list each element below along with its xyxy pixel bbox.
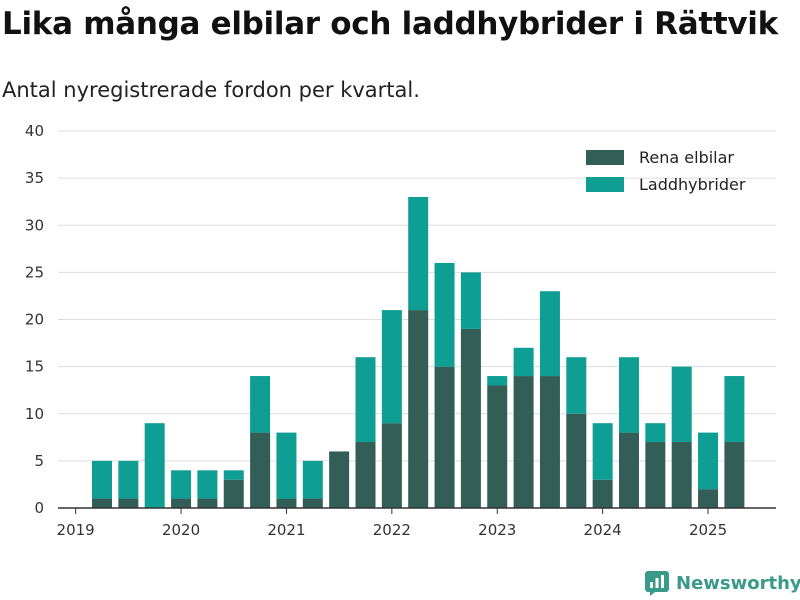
bar-laddhybrider <box>118 460 139 499</box>
bar-rena-elbilar <box>592 479 613 508</box>
bar-rena-elbilar <box>381 423 402 508</box>
x-tick-label: 2023 <box>478 521 516 539</box>
bar-rena-elbilar <box>92 498 112 508</box>
bar-laddhybrider <box>197 470 218 499</box>
bar-rena-elbilar <box>645 442 666 508</box>
y-tick-label: 20 <box>25 311 44 329</box>
bar-laddhybrider <box>539 291 560 377</box>
y-tick-label: 25 <box>25 263 44 281</box>
bar-laddhybrider <box>645 423 666 443</box>
bar-rena-elbilar <box>223 479 244 508</box>
newsworthy-logo-icon <box>645 571 669 596</box>
bars <box>92 196 745 508</box>
bar-rena-elbilar <box>171 498 192 508</box>
legend-swatch <box>586 177 624 192</box>
bar-rena-elbilar <box>460 328 481 508</box>
y-tick-label: 40 <box>25 122 44 140</box>
bar-laddhybrider <box>250 376 271 433</box>
bar-laddhybrider <box>566 357 587 414</box>
bar-laddhybrider <box>408 196 429 311</box>
bar-rena-elbilar <box>276 498 297 508</box>
bar-rena-elbilar <box>302 498 323 508</box>
bar-rena-elbilar <box>329 451 350 508</box>
bar-laddhybrider <box>460 272 481 329</box>
bar-rena-elbilar <box>566 413 587 508</box>
bar-rena-elbilar <box>250 432 271 508</box>
bar-laddhybrider <box>92 460 112 499</box>
legend: Rena elbilar Laddhybrider <box>586 148 746 194</box>
bar-laddhybrider <box>698 432 719 490</box>
y-tick-label: 10 <box>25 405 44 423</box>
bar-rena-elbilar <box>355 442 376 508</box>
bar-laddhybrider <box>355 357 376 443</box>
legend-swatch <box>586 150 624 165</box>
bar-rena-elbilar <box>698 489 719 508</box>
bar-rena-elbilar <box>671 442 692 508</box>
bar-rena-elbilar <box>197 498 218 508</box>
y-axis-ticks: 0 5 10 15 20 25 30 35 40 <box>25 122 44 517</box>
bar-rena-elbilar <box>408 310 429 508</box>
brand-name: Newsworthy <box>676 572 800 594</box>
legend-label: Laddhybrider <box>639 175 746 194</box>
bar-laddhybrider <box>381 310 402 424</box>
y-tick-label: 0 <box>34 499 44 517</box>
bar-laddhybrider <box>144 423 165 508</box>
x-tick-label: 2020 <box>162 521 200 539</box>
bar-laddhybrider <box>592 423 613 480</box>
bar-laddhybrider <box>619 357 639 433</box>
bar-laddhybrider <box>223 470 244 480</box>
x-tick-label: 2022 <box>373 521 411 539</box>
bar-rena-elbilar <box>724 442 745 508</box>
y-tick-label: 35 <box>25 169 44 187</box>
bar-laddhybrider <box>487 376 508 386</box>
x-tick-label: 2024 <box>584 521 622 539</box>
legend-label: Rena elbilar <box>639 148 734 167</box>
x-tick-label: 2025 <box>689 521 727 539</box>
bar-rena-elbilar <box>513 376 534 508</box>
bar-rena-elbilar <box>487 385 508 508</box>
bar-rena-elbilar <box>539 376 560 508</box>
y-tick-label: 5 <box>34 452 44 470</box>
x-tick-label: 2019 <box>57 521 95 539</box>
y-tick-label: 30 <box>25 216 44 234</box>
bar-laddhybrider <box>513 347 534 377</box>
brand-logo: Newsworthy <box>644 570 800 596</box>
bar-rena-elbilar <box>434 366 455 508</box>
bar-rena-elbilar <box>118 498 139 508</box>
x-axis: 2019 2020 2021 2022 2023 2024 2025 <box>57 507 776 539</box>
chart-subtitle: Antal nyregistrerade fordon per kvartal. <box>2 78 420 102</box>
x-tick-label: 2021 <box>267 521 305 539</box>
bar-laddhybrider <box>302 460 323 499</box>
bar-laddhybrider <box>671 366 692 443</box>
bar-rena-elbilar <box>619 432 639 508</box>
bar-laddhybrider <box>724 376 745 443</box>
bar-laddhybrider <box>171 470 192 499</box>
chart-title: Lika många elbilar och laddhybrider i Rä… <box>2 6 778 42</box>
bar-laddhybrider <box>276 432 297 499</box>
y-tick-label: 15 <box>25 358 44 376</box>
bar-laddhybrider <box>434 262 455 367</box>
